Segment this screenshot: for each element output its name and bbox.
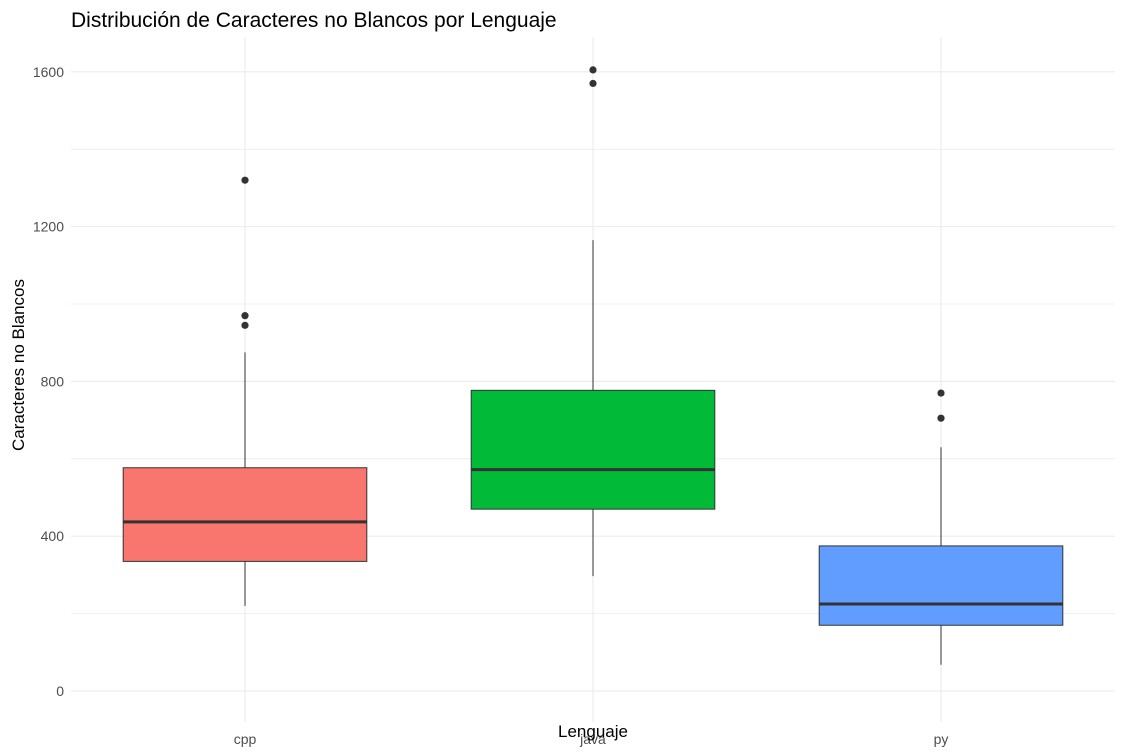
outlier-point (241, 321, 249, 329)
chart-title: Distribución de Caracteres no Blancos po… (71, 9, 557, 32)
x-axis-title: Lenguaje (558, 722, 628, 741)
outlier-point (937, 389, 945, 397)
box-cpp (122, 176, 368, 606)
y-tick-label: 1200 (33, 219, 64, 235)
outlier-point (589, 66, 597, 74)
outlier-point (937, 414, 945, 422)
iqr-box (470, 389, 716, 510)
x-tick-label: py (934, 731, 949, 747)
y-axis-title: Caracteres no Blancos (9, 279, 28, 451)
tick-labels: 0 400 800 1200 1600 cpp java py (33, 64, 949, 747)
outlier-point (241, 312, 249, 320)
x-tick-label: cpp (234, 731, 257, 747)
box-py (818, 389, 1064, 665)
y-tick-label: 0 (56, 683, 64, 699)
boxes (122, 66, 1064, 665)
y-tick-label: 1600 (33, 64, 64, 80)
outlier-point (241, 176, 249, 184)
box-java (470, 66, 716, 577)
y-tick-label: 800 (41, 373, 65, 389)
x-tick-label: java (579, 731, 606, 747)
outlier-point (589, 79, 597, 88)
y-tick-label: 400 (41, 528, 65, 544)
iqr-box (122, 467, 368, 562)
iqr-box (818, 545, 1064, 626)
